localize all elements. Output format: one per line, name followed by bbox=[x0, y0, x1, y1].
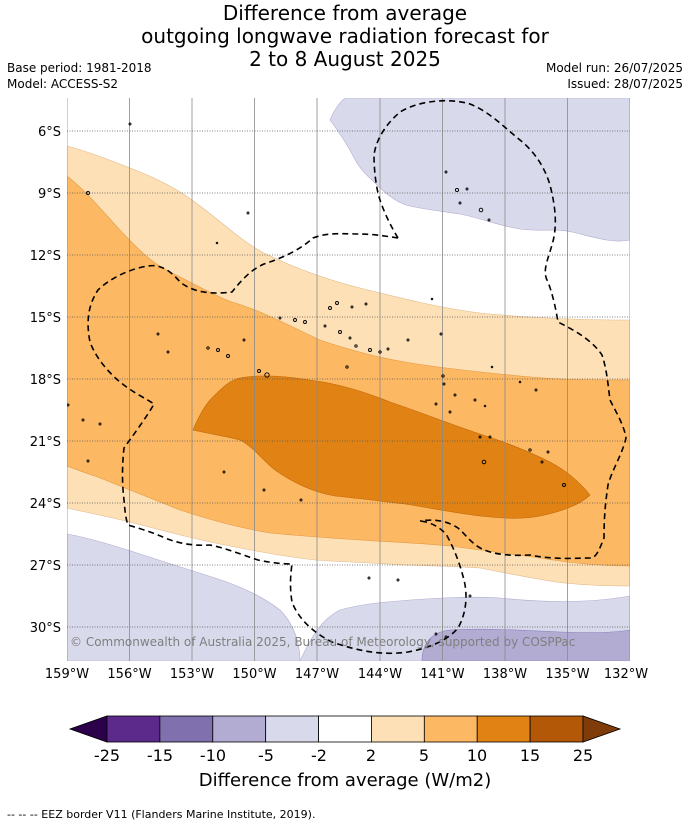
colorbar-tick: 25 bbox=[573, 746, 593, 765]
lat-label: 12°S bbox=[30, 249, 61, 264]
lon-label: 132°W bbox=[604, 667, 648, 682]
lat-label: 24°S bbox=[30, 497, 61, 512]
eez-footnote: -- -- -- EEZ border V11 (Flanders Marine… bbox=[7, 808, 316, 821]
colorbar-cell bbox=[106, 715, 161, 743]
anomaly-region-minus10-south bbox=[421, 628, 630, 661]
lat-label: 30°S bbox=[30, 621, 61, 636]
issued-date: Issued: 28/07/2025 bbox=[567, 77, 683, 91]
lon-label: 156°W bbox=[107, 667, 151, 682]
colorbar-tick: -5 bbox=[258, 746, 274, 765]
colorbar-label: Difference from average (W/m2) bbox=[198, 770, 492, 791]
eez-border-north bbox=[373, 99, 627, 560]
title-line-1: Difference from average bbox=[222, 1, 468, 25]
lat-label: 9°S bbox=[38, 187, 61, 202]
colorbar-tick: -15 bbox=[147, 746, 173, 765]
colorbar-tick: -25 bbox=[94, 746, 120, 765]
lon-label: 159°W bbox=[45, 667, 89, 682]
lat-label: 27°S bbox=[30, 559, 61, 574]
colorbar-cell bbox=[159, 715, 214, 743]
lat-label: 18°S bbox=[30, 373, 61, 388]
colorbar-tick: -10 bbox=[200, 746, 226, 765]
colorbar-tick-labels: -25 -15 -10 -5 -2 2 5 10 15 25 bbox=[94, 746, 593, 765]
meta-left: Base period: 1981-2018 Model: ACCESS-S2 bbox=[7, 60, 152, 92]
map-area: © Commonwealth of Australia 2025, Bureau… bbox=[67, 98, 630, 661]
colorbar-cell bbox=[371, 715, 425, 743]
chart-title: Difference from average outgoing longwav… bbox=[0, 2, 690, 71]
lat-label: 21°S bbox=[30, 435, 61, 450]
base-period: Base period: 1981-2018 bbox=[7, 61, 152, 75]
meta-right: Model run: 26/07/2025 Issued: 28/07/2025 bbox=[546, 60, 683, 92]
colorbar-tick: 10 bbox=[467, 746, 487, 765]
colorbar-tick: 5 bbox=[419, 746, 429, 765]
colorbar: -25 -15 -10 -5 -2 2 5 10 15 25 bbox=[68, 715, 622, 765]
lon-label: 144°W bbox=[358, 667, 402, 682]
title-line-3: 2 to 8 August 2025 bbox=[249, 47, 441, 71]
colorbar-cell bbox=[318, 715, 372, 743]
latitude-labels: 6°S 9°S 12°S 15°S 18°S 21°S 24°S 27°S 30… bbox=[30, 125, 61, 636]
eez-borders bbox=[87, 99, 627, 655]
lon-label: 138°W bbox=[483, 667, 527, 682]
colorbar-cell bbox=[212, 715, 267, 743]
colorbar-tick: 2 bbox=[366, 746, 376, 765]
colorbar-cell bbox=[265, 715, 319, 743]
longitude-labels: 159°W 156°W 153°W 150°W 147°W 144°W 141°… bbox=[45, 667, 648, 682]
lat-label: 6°S bbox=[38, 125, 61, 140]
title-line-2: outgoing longwave radiation forecast for bbox=[141, 24, 549, 48]
colorbar-cell bbox=[476, 715, 531, 743]
colorbar-cell bbox=[423, 715, 478, 743]
lon-label: 150°W bbox=[232, 667, 276, 682]
colorbar-cell bbox=[529, 715, 584, 743]
lon-label: 153°W bbox=[170, 667, 214, 682]
eez-border-west bbox=[87, 232, 467, 655]
graticule-meridians bbox=[67, 98, 630, 661]
colorbar-cells bbox=[106, 715, 584, 743]
anomaly-region-minus5-southwest bbox=[67, 533, 301, 661]
lon-label: 141°W bbox=[420, 667, 464, 682]
colorbar-tick: 15 bbox=[520, 746, 540, 765]
islands bbox=[67, 122, 566, 639]
colorbar-under-arrow bbox=[68, 715, 108, 743]
colorbar-tick: -2 bbox=[311, 746, 327, 765]
model-name: Model: ACCESS-S2 bbox=[7, 77, 119, 91]
lon-label: 135°W bbox=[545, 667, 589, 682]
lat-label: 15°S bbox=[30, 311, 61, 326]
lon-label: 147°W bbox=[295, 667, 339, 682]
anomaly-region-10to15 bbox=[192, 375, 591, 519]
colorbar-over-arrow bbox=[582, 715, 622, 743]
copyright-text: © Commonwealth of Australia 2025, Bureau… bbox=[70, 635, 575, 649]
model-run: Model run: 26/07/2025 bbox=[545, 61, 683, 75]
